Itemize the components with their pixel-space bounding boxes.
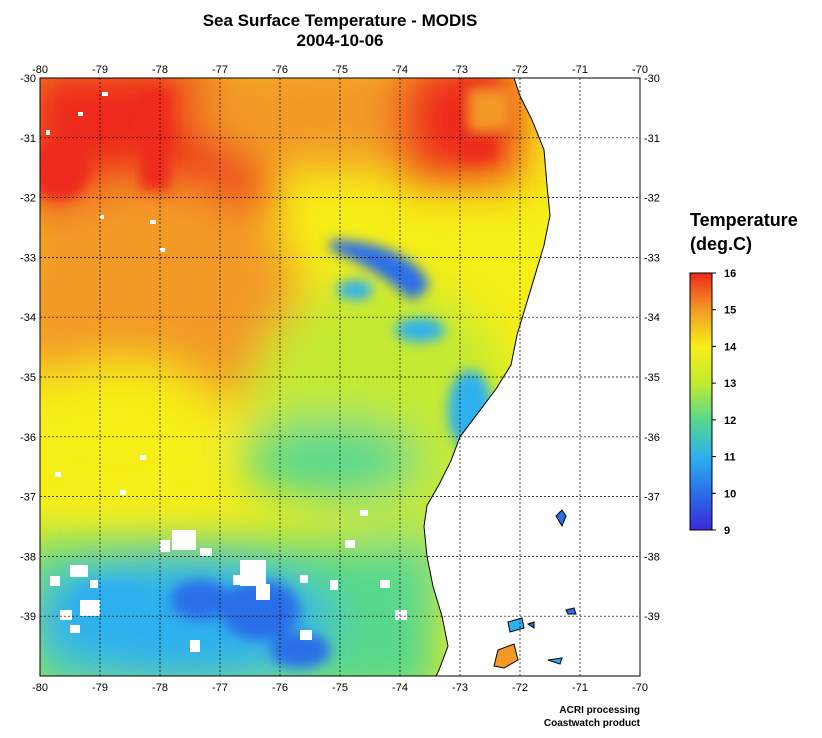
map-frame: [39, 77, 641, 677]
sst-field: [40, 78, 640, 676]
x-tick-labels-bottom: -80 -79 -78 -77 -76 -75 -74 -73 -72 -71 -70: [32, 682, 648, 694]
x-tick-label: -80: [32, 682, 48, 694]
x-tick-label: -73: [452, 64, 468, 76]
y-tick-label: -30: [20, 73, 36, 85]
x-tick-label: -74: [392, 682, 408, 694]
y-tick-label: -32: [644, 193, 660, 205]
x-tick-labels-top: -80 -79 -78 -77 -76 -75 -74 -73 -72 -71 -70: [32, 64, 648, 76]
colorbar-tick-label: 11: [724, 452, 736, 464]
y-tick-label: -33: [644, 252, 660, 264]
legend-title: Temperature: [690, 210, 798, 230]
graticule: [40, 78, 640, 676]
y-tick-label: -33: [20, 252, 36, 264]
processing-credit: ACRI processing: [559, 705, 640, 716]
colorbar-tick-label: 16: [724, 268, 736, 280]
y-tick-label: -30: [644, 73, 660, 85]
y-tick-label: -34: [20, 312, 36, 324]
colorbar: [689, 272, 713, 531]
x-tick-label: -75: [332, 682, 348, 694]
x-tick-label: -73: [452, 682, 468, 694]
y-tick-label: -36: [644, 432, 660, 444]
y-tick-label: -31: [20, 133, 36, 145]
y-tick-label: -32: [20, 193, 36, 205]
x-tick-label: -70: [632, 64, 648, 76]
y-tick-label: -39: [644, 611, 660, 623]
map-date: 2004-10-06: [296, 31, 384, 50]
islands: [493, 509, 577, 669]
x-tick-label: -76: [272, 682, 288, 694]
y-tick-label: -38: [644, 551, 660, 563]
x-tick-label: -70: [632, 682, 648, 694]
x-tick-label: -77: [212, 64, 228, 76]
x-tick-label: -78: [152, 682, 168, 694]
y-tick-labels-right: -30 -31 -32 -33 -34 -35 -36 -37 -38 -39: [644, 73, 660, 623]
y-tick-label: -37: [644, 492, 660, 504]
x-tick-label: -75: [332, 64, 348, 76]
colorbar-tick-label: 10: [724, 488, 736, 500]
colorbar-tick-label: 12: [724, 415, 736, 427]
colorbar-tick-label: 13: [724, 378, 736, 390]
x-tick-label: -71: [572, 682, 588, 694]
y-tick-label: -34: [644, 312, 660, 324]
x-tick-label: -79: [92, 682, 108, 694]
x-tick-label: -79: [92, 64, 108, 76]
x-tick-label: -78: [152, 64, 168, 76]
y-tick-label: -31: [644, 133, 660, 145]
x-tick-label: -71: [572, 64, 588, 76]
x-tick-label: -80: [32, 64, 48, 76]
colorbar-tick-labels: 16 15 14 13 12 11 10 9: [712, 268, 737, 537]
y-tick-label: -38: [20, 551, 36, 563]
y-tick-label: -37: [20, 492, 36, 504]
y-tick-label: -36: [20, 432, 36, 444]
colorbar-tick-label: 15: [724, 305, 736, 317]
map-title: Sea Surface Temperature - MODIS: [202, 11, 478, 30]
x-tick-label: -74: [392, 64, 408, 76]
y-tick-label: -35: [644, 372, 660, 384]
x-tick-label: -72: [512, 64, 528, 76]
x-tick-label: -72: [512, 682, 528, 694]
legend-unit: (deg.C): [690, 234, 752, 254]
colorbar-tick-label: 14: [724, 341, 737, 353]
no-data-patches: [46, 92, 407, 652]
x-tick-label: -76: [272, 64, 288, 76]
y-tick-label: -35: [20, 372, 36, 384]
y-tick-label: -39: [20, 611, 36, 623]
y-tick-labels-left: -30 -31 -32 -33 -34 -35 -36 -37 -38 -39: [20, 73, 36, 623]
x-tick-label: -77: [212, 682, 228, 694]
product-credit: Coastwatch product: [543, 718, 640, 729]
colorbar-tick-label: 9: [724, 525, 730, 537]
